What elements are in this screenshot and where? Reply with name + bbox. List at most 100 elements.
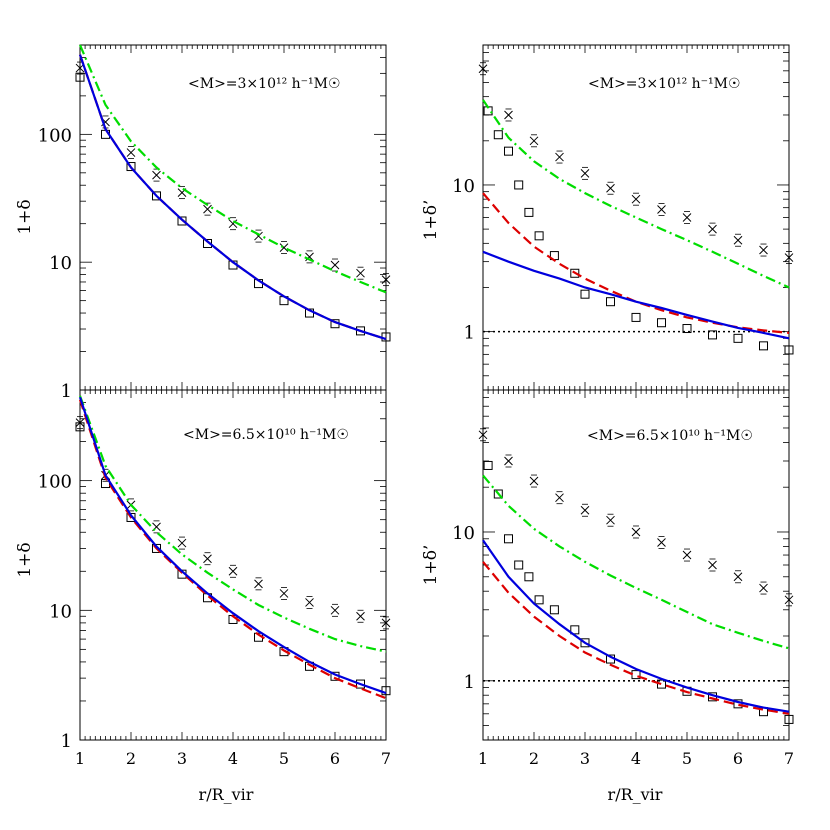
cross-stroke (126, 148, 136, 157)
square-point (657, 318, 666, 328)
y-tick-label: 10 (49, 601, 72, 622)
cross-stroke (330, 605, 340, 615)
panel-top-right-marks: 1 10 (452, 44, 794, 391)
cross-stroke (682, 550, 692, 560)
cross-stroke (631, 194, 641, 204)
square-point (356, 679, 365, 689)
y-tick-label: 1 (464, 323, 475, 344)
cross-point (759, 581, 768, 595)
cross-point (682, 211, 692, 224)
y-axis-label: 1+δ (15, 199, 35, 234)
square-point (75, 422, 85, 432)
square-point (177, 216, 187, 226)
cross-point (631, 192, 641, 206)
panel-bottom-right-marks: 1 10 1 2 3 4 5 6 7 (452, 389, 794, 768)
cross-point (177, 186, 187, 200)
cross-stroke (203, 554, 212, 564)
cross-point (478, 428, 488, 442)
x-tick-label: 4 (228, 749, 238, 768)
cross-stroke (657, 205, 666, 214)
cross-point (606, 513, 615, 527)
cross-stroke (254, 579, 263, 589)
cross-point (330, 258, 340, 272)
square-point (570, 268, 580, 278)
cross-point (381, 273, 391, 287)
cross-stroke (708, 560, 717, 570)
cross-stroke (228, 566, 238, 576)
cross-point (126, 146, 136, 159)
cross-stroke (784, 253, 794, 262)
square-point (682, 324, 692, 334)
square-point (570, 625, 580, 635)
cross-point (759, 243, 768, 257)
series-line-solid (482, 250, 790, 340)
panel-bottom-right: <M>=6.5×10¹⁰ h⁻¹M☉ 1+δ’ r/R_vir (421, 389, 790, 804)
cross-point (555, 150, 564, 164)
cross-point (631, 525, 641, 539)
x-axis-label: r/R_vir (199, 785, 254, 804)
series-line-dashed (482, 561, 790, 715)
cross-stroke (733, 572, 743, 582)
cross-point (228, 217, 238, 231)
panel-annotation: <M>=3×10¹² h⁻¹M☉ (588, 76, 741, 92)
square-point (657, 679, 666, 689)
square-point (504, 534, 513, 544)
cross-stroke (356, 611, 365, 621)
square-point (75, 72, 85, 82)
cross-point (682, 548, 692, 562)
panel-annotation: <M>=6.5×10¹⁰ h⁻¹M☉ (587, 428, 753, 444)
cross-point (529, 474, 539, 488)
square-point (759, 341, 768, 351)
cross-point (733, 233, 743, 247)
cross-point (356, 609, 365, 623)
cross-stroke (279, 589, 289, 598)
cross-stroke (177, 538, 187, 548)
cross-point (657, 536, 666, 549)
square-point (580, 638, 590, 648)
square-point (784, 714, 794, 724)
cross-point (504, 108, 513, 122)
cross-stroke (228, 219, 238, 229)
cross-stroke (279, 243, 289, 252)
x-tick-label: 2 (529, 749, 539, 768)
series-line-solid (482, 539, 790, 713)
square-point (784, 345, 794, 355)
panel-bottom-left: <M>=6.5×10¹⁰ h⁻¹M☉ 1+δ r/R_vir (15, 389, 387, 804)
cross-point (555, 491, 564, 505)
panel-annotation: <M>=3×10¹² h⁻¹M☉ (188, 76, 341, 92)
square-point (733, 333, 743, 343)
cross-stroke (733, 235, 743, 245)
cross-stroke (555, 152, 564, 162)
cross-stroke (381, 618, 391, 628)
square-point (514, 180, 524, 190)
cross-stroke (529, 476, 539, 486)
y-axis-label: 1+δ’ (421, 200, 441, 241)
cross-point (203, 202, 212, 216)
cross-stroke (682, 213, 692, 222)
cross-stroke (254, 231, 263, 241)
cross-point (203, 552, 212, 566)
cross-point (708, 558, 717, 572)
cross-stroke (606, 515, 615, 525)
series-line-dashed (482, 192, 790, 334)
cross-stroke (152, 170, 161, 180)
x-tick-label: 6 (330, 749, 340, 768)
square-point (580, 289, 590, 299)
series-line-dashed (78, 54, 387, 341)
cross-stroke (305, 252, 314, 262)
cross-stroke (580, 168, 590, 178)
cross-stroke (504, 456, 513, 466)
cross-point (784, 251, 794, 264)
square-point (514, 560, 524, 570)
square-point (534, 231, 544, 241)
cross-point (529, 134, 539, 148)
square-point (631, 312, 641, 322)
square-point (483, 460, 493, 470)
y-tick-label: 1 (61, 381, 72, 402)
cross-stroke (708, 224, 717, 234)
square-point (524, 207, 534, 217)
y-tick-label: 100 (38, 125, 72, 146)
cross-point (580, 503, 590, 517)
panel-top-left: <M>=3×10¹² h⁻¹M☉ 1+δ (15, 44, 387, 391)
